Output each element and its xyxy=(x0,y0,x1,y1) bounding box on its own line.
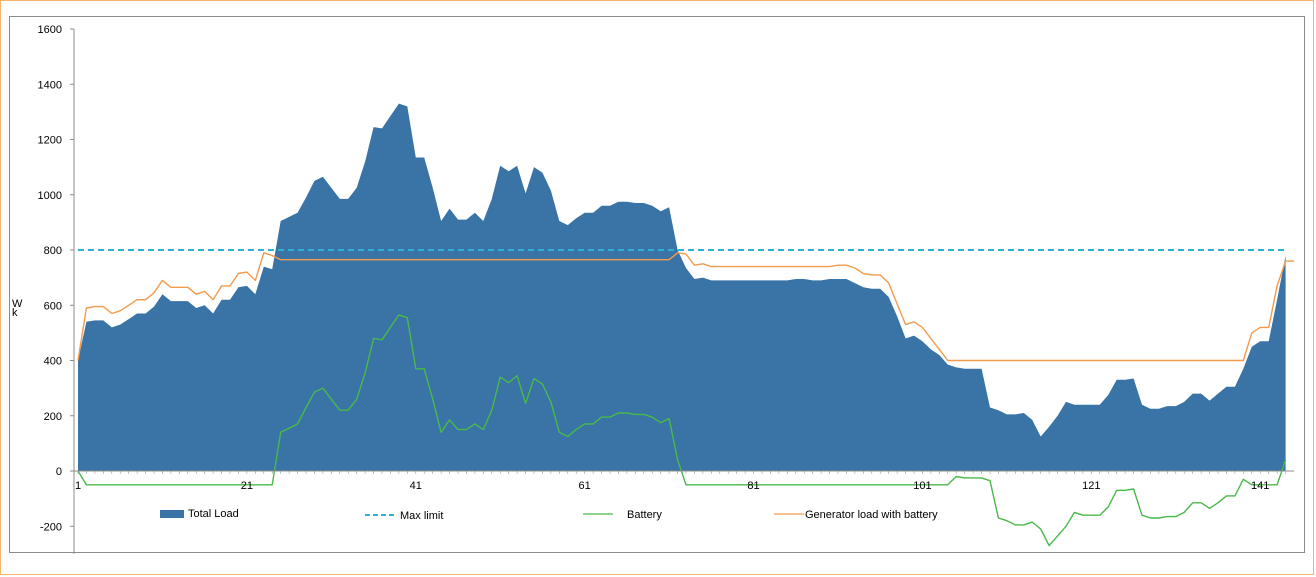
legend-label-total-load: Total Load xyxy=(188,508,239,520)
plot-box: -200 0 200 400 600 800 1000 1200 1400 1600 1 21 41 61… xyxy=(9,16,1305,554)
legend-swatch-total-load xyxy=(160,510,184,518)
legend-label-max-limit: Max limit xyxy=(400,510,443,522)
y-tick-label: 800 xyxy=(44,245,62,257)
y-tick-label: 0 xyxy=(56,466,62,478)
x-tick-label: 21 xyxy=(241,480,253,492)
y-unit-label-k: k xyxy=(12,307,18,319)
y-tick-label: 600 xyxy=(44,300,62,312)
y-tick-label: -200 xyxy=(40,521,62,533)
series-line-battery xyxy=(77,314,1287,547)
y-tick-label: 1200 xyxy=(38,135,62,147)
y-tick-label: 1400 xyxy=(38,79,62,91)
series-layer xyxy=(77,103,1294,547)
x-tick-label: 121 xyxy=(1082,480,1100,492)
legend-item-max-limit: Max limit xyxy=(365,510,443,522)
y-unit-label-w: W xyxy=(12,298,23,310)
x-tick-label: 141 xyxy=(1251,480,1269,492)
series-line-generator-load-with-battery xyxy=(77,252,1294,362)
y-tick-label: 400 xyxy=(44,356,62,368)
x-tick-label: 101 xyxy=(913,480,931,492)
y-tick-label: 1000 xyxy=(38,190,62,202)
legend-item-battery: Battery xyxy=(583,509,662,521)
y-tick-label: 200 xyxy=(44,411,62,423)
x-tick-label: 1 xyxy=(75,480,81,492)
legend-label-generator: Generator load with battery xyxy=(805,509,938,521)
x-tick-label: 61 xyxy=(579,480,591,492)
x-tick-label: 81 xyxy=(747,480,759,492)
legend: Total Load Max limit Battery Generator l… xyxy=(160,508,938,522)
x-tick-label: 41 xyxy=(410,480,422,492)
legend-label-battery: Battery xyxy=(627,509,662,521)
legend-item-total-load: Total Load xyxy=(160,508,239,520)
legend-item-generator: Generator load with battery xyxy=(774,509,938,521)
y-tick-label: 1600 xyxy=(38,24,62,36)
series-area-total-load xyxy=(78,103,1286,471)
